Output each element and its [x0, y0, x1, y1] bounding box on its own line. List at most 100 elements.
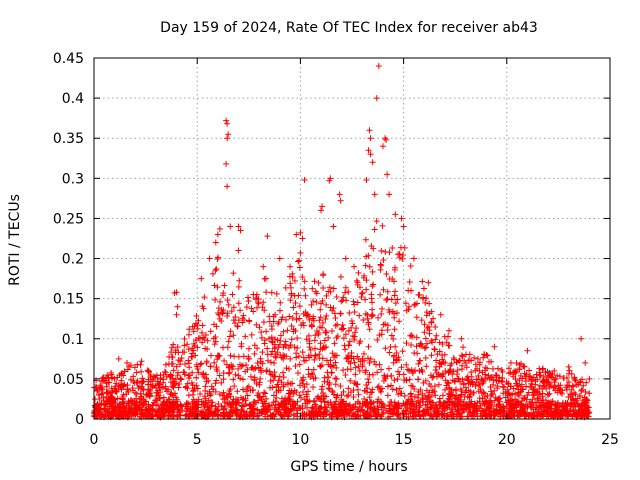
data-point — [268, 402, 275, 409]
data-point — [194, 325, 201, 332]
data-point — [349, 405, 356, 412]
data-point — [332, 322, 339, 329]
data-point — [341, 289, 348, 296]
data-point — [290, 328, 297, 335]
data-point — [377, 291, 384, 298]
data-point — [399, 252, 406, 259]
data-point — [301, 396, 308, 403]
data-point — [320, 272, 327, 279]
data-point — [316, 355, 323, 362]
data-point — [97, 406, 104, 413]
data-point — [559, 390, 566, 397]
data-point — [378, 388, 385, 395]
data-point — [212, 388, 219, 395]
data-point — [369, 306, 376, 313]
data-point — [512, 390, 519, 397]
data-point — [367, 355, 374, 362]
data-point — [584, 407, 591, 414]
data-point — [557, 387, 564, 394]
data-point — [246, 402, 253, 409]
data-point — [510, 385, 517, 392]
data-point — [482, 375, 489, 382]
grid — [94, 58, 610, 419]
data-point — [552, 387, 559, 394]
data-point — [124, 386, 131, 393]
data-point — [359, 289, 366, 296]
data-point — [298, 394, 305, 401]
data-point — [98, 385, 105, 392]
data-point — [267, 371, 274, 378]
data-point — [330, 285, 337, 292]
data-point — [499, 368, 506, 375]
data-point — [327, 288, 334, 295]
data-point — [526, 367, 533, 374]
data-point — [276, 341, 283, 348]
data-point — [389, 308, 396, 315]
data-point — [536, 411, 543, 418]
data-point — [386, 191, 393, 198]
data-point — [479, 395, 486, 402]
data-point — [321, 410, 328, 417]
data-point — [127, 376, 134, 383]
data-point — [225, 370, 232, 377]
data-point — [263, 409, 270, 416]
data-point — [338, 325, 345, 332]
data-point — [323, 292, 330, 299]
data-point — [445, 342, 452, 349]
data-point — [224, 297, 231, 304]
data-point — [368, 400, 375, 407]
data-point — [152, 408, 159, 415]
data-point — [212, 267, 219, 274]
data-point — [145, 368, 152, 375]
data-point — [138, 383, 145, 390]
data-point — [192, 320, 199, 327]
data-point — [462, 389, 469, 396]
data-point — [571, 389, 578, 396]
data-point — [586, 390, 593, 397]
data-point — [250, 366, 257, 373]
data-point — [99, 386, 106, 393]
data-point — [171, 378, 178, 385]
data-point — [173, 289, 180, 296]
data-point — [340, 367, 347, 374]
data-point — [575, 381, 582, 388]
data-point — [408, 342, 415, 349]
data-point — [269, 339, 276, 346]
data-point — [282, 284, 289, 291]
data-point — [204, 337, 211, 344]
data-point — [211, 359, 218, 366]
data-point — [220, 409, 227, 416]
data-point — [243, 388, 250, 395]
data-point — [189, 354, 196, 361]
data-point — [332, 375, 339, 382]
data-point — [519, 375, 526, 382]
data-point — [505, 365, 512, 372]
data-point — [570, 396, 577, 403]
data-point — [277, 299, 284, 306]
data-point — [417, 357, 424, 364]
data-point — [173, 311, 180, 318]
data-point — [103, 389, 110, 396]
data-point — [347, 366, 354, 373]
data-point — [531, 392, 538, 399]
data-point — [318, 362, 325, 369]
data-point — [162, 361, 169, 368]
data-point — [389, 244, 396, 251]
data-point — [133, 369, 140, 376]
data-point — [185, 331, 192, 338]
data-point — [352, 371, 359, 378]
data-point — [363, 253, 370, 260]
data-point — [279, 314, 286, 321]
data-point — [314, 411, 321, 418]
data-point — [177, 375, 184, 382]
data-point — [446, 385, 452, 392]
data-point — [360, 317, 367, 324]
data-point — [265, 403, 272, 410]
data-point — [116, 402, 123, 409]
data-point — [155, 380, 162, 387]
data-point — [431, 383, 438, 390]
data-point — [429, 389, 436, 396]
data-point — [545, 374, 552, 381]
data-point — [433, 332, 440, 339]
data-point — [301, 278, 308, 285]
